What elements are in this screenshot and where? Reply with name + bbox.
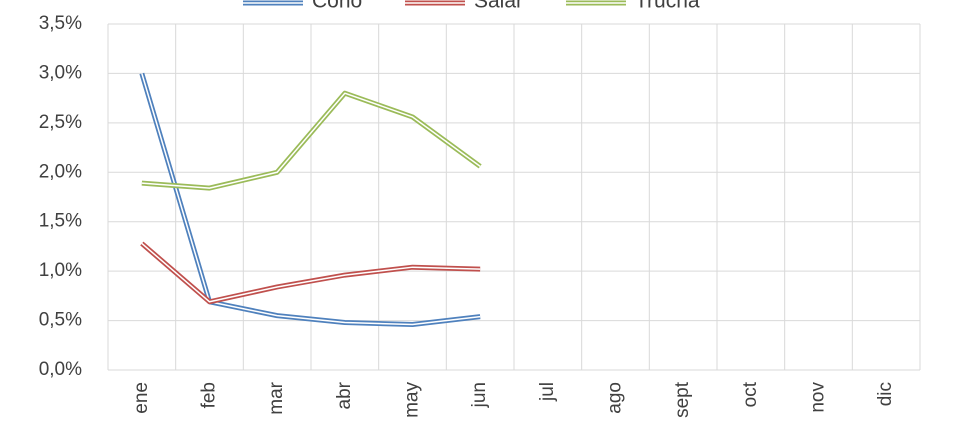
legend-label: Cono [312,0,362,13]
y-tick-label: 0,5% [39,310,82,331]
y-tick-label: 1,0% [39,260,82,281]
y-tick-label: 2,0% [39,161,82,182]
legend-label: Trucha [635,0,700,13]
x-tick-label: ago [605,382,626,414]
y-tick-label: 2,5% [39,112,82,133]
x-tick-label: may [402,382,423,418]
series-line-inner [141,73,481,326]
y-tick-label: 1,5% [39,211,82,232]
legend-label: Salar [474,0,523,13]
x-tick-label: ene [131,382,152,414]
x-tick-label: nov [808,382,829,413]
x-tick-label: oct [740,381,761,407]
y-tick-label: 3,5% [39,13,82,34]
x-tick-label: mar [266,381,287,414]
x-tick-label: dic [875,382,896,406]
x-tick-label: sept [672,381,693,418]
x-tick-label: abr [334,381,355,409]
x-tick-label: feb [199,382,220,408]
series-line-inner [141,92,481,189]
y-tick-label: 0,0% [39,359,82,380]
y-tick-label: 3,0% [39,62,82,83]
x-tick-label: jun [469,382,490,408]
x-tick-label: jul [537,382,558,402]
series-line-inner [141,242,481,303]
